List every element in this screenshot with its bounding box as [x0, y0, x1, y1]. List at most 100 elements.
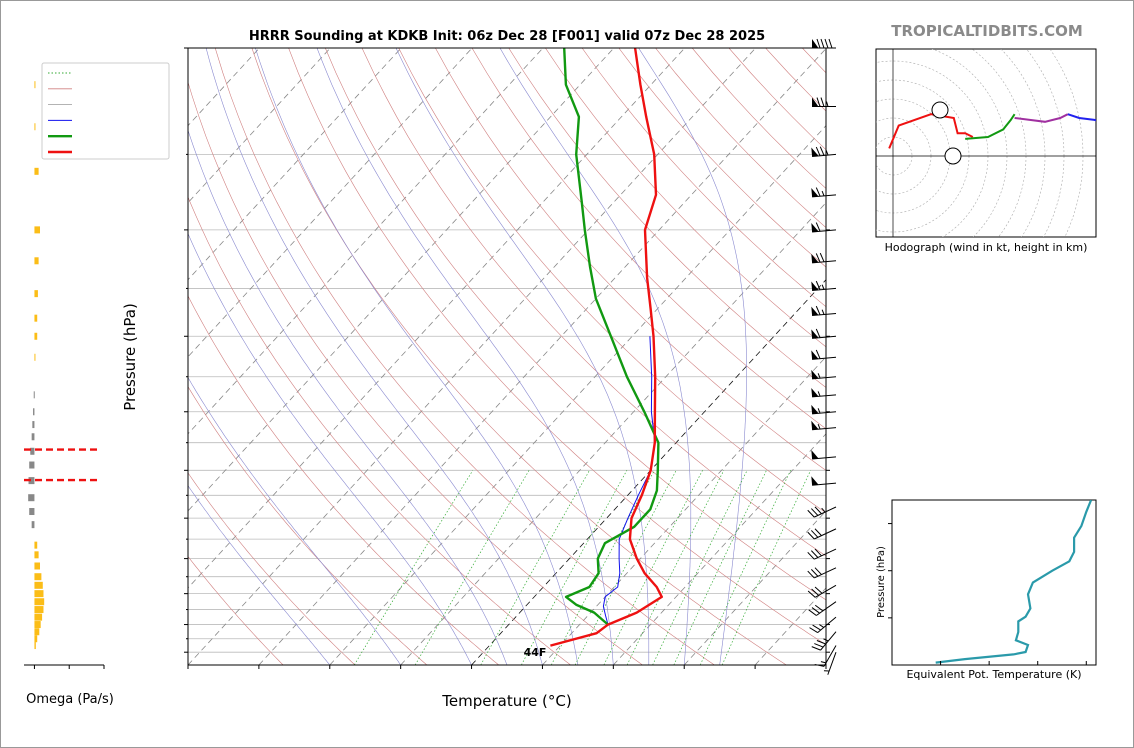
dry-adiabat-line	[214, 48, 715, 665]
dry-adiabat-line	[188, 196, 571, 665]
omega-bar	[31, 521, 35, 529]
pseudoadiabat-line	[395, 48, 650, 665]
barb-full	[809, 627, 818, 634]
wind-barb	[811, 252, 837, 264]
barb-full	[816, 640, 826, 645]
barb-half	[819, 624, 825, 628]
barb-flag	[811, 404, 819, 414]
barb-full	[819, 252, 825, 263]
barb-flag	[811, 147, 819, 157]
barb-half	[817, 424, 821, 430]
skewt-axes	[184, 47, 830, 669]
barb-half	[821, 309, 825, 315]
hodograph-frame	[875, 48, 1097, 238]
omega-bar	[34, 562, 40, 570]
mix-ratio-line	[480, 470, 590, 665]
hodograph-segment	[1067, 113, 1096, 122]
omega-bar	[29, 461, 35, 469]
legend	[41, 62, 170, 160]
barb-full	[820, 38, 825, 49]
omega-bar	[34, 226, 40, 234]
theta-y-label: Pressure (hPa)	[876, 546, 887, 618]
barb-full	[807, 590, 816, 598]
pseudoadiabat-line	[638, 48, 747, 665]
mix-ratio-line	[353, 470, 474, 665]
wind-barb	[812, 97, 836, 108]
wind-barb	[811, 280, 837, 292]
barb-flag	[811, 329, 819, 339]
omega-bar	[34, 290, 38, 298]
barb-full	[810, 569, 819, 577]
omega-bar	[34, 353, 36, 361]
barb-half	[817, 391, 821, 397]
dry-adiabat-line	[188, 556, 284, 665]
barb-full	[814, 567, 822, 575]
wind-barb	[811, 349, 837, 360]
omega-bar	[30, 447, 35, 455]
skewt-x-label: Temperature (°C)	[441, 692, 571, 710]
barb-flag	[811, 187, 819, 197]
mix-ratio-line	[652, 470, 748, 665]
dry-adiabat-line	[361, 48, 826, 557]
wind-barb	[811, 222, 837, 233]
omega-bar	[34, 581, 43, 589]
pseudoadiabat-line	[188, 376, 401, 665]
wind-barb	[807, 567, 837, 579]
wind-barbs	[807, 38, 837, 675]
barb-half	[823, 638, 829, 642]
theta-e-panel	[888, 499, 1097, 666]
dry-adiabat-line	[435, 48, 826, 471]
omega-x-label: Omega (Pa/s)	[26, 692, 114, 707]
dry-adiabat-line	[508, 48, 826, 388]
dry-adiabat-line	[325, 48, 826, 601]
wind-barb	[809, 616, 837, 634]
skewt-background-lines	[188, 48, 826, 665]
omega-bar	[34, 613, 43, 621]
hodograph-lines	[888, 113, 1096, 149]
hodograph-segment	[888, 113, 974, 149]
hodograph-caption: Hodograph (wind in kt, height in km)	[885, 241, 1088, 254]
wind-barb	[807, 506, 837, 518]
wind-barb	[811, 449, 837, 460]
wind-barb	[811, 476, 837, 486]
omega-bar	[34, 573, 42, 581]
wind-barb	[811, 146, 837, 157]
barb-flag	[811, 369, 819, 379]
wind-barb	[811, 328, 837, 339]
barb-full	[807, 509, 815, 518]
omega-bar	[34, 541, 38, 549]
pseudoadiabat-line	[316, 48, 614, 665]
wind-barb	[811, 420, 837, 431]
barb-full	[814, 548, 822, 557]
wetbulb-line	[602, 336, 656, 625]
barb-full	[811, 588, 820, 596]
storm-motion-marker	[944, 147, 962, 165]
barb-flag	[811, 420, 819, 430]
pseudoadiabat-line	[255, 48, 579, 665]
pseudoadiabat-line	[499, 48, 692, 665]
barb-flag	[811, 253, 819, 263]
barb-half	[821, 284, 825, 290]
omega-bar	[34, 606, 44, 614]
omega-bar	[34, 635, 38, 643]
barb-full	[814, 604, 824, 612]
mix-ratio-line	[626, 470, 725, 665]
barb-flag	[811, 306, 819, 316]
barb-full	[815, 146, 821, 156]
wind-barb	[811, 187, 837, 198]
mix-ratio-line	[699, 470, 792, 665]
omega-bar	[34, 590, 44, 598]
barb-staff	[820, 631, 837, 651]
barb-full	[811, 646, 821, 651]
barb-flag	[812, 97, 819, 107]
wind-barb	[811, 387, 837, 398]
mix-ratio-line	[414, 470, 530, 665]
omega-bar	[34, 332, 38, 340]
omega-bar	[34, 628, 40, 636]
barb-full	[828, 38, 833, 49]
barb-full	[812, 624, 821, 631]
wind-barb	[808, 601, 837, 616]
barb-half	[826, 101, 829, 107]
barb-full	[816, 97, 821, 107]
omega-bar	[34, 551, 39, 559]
